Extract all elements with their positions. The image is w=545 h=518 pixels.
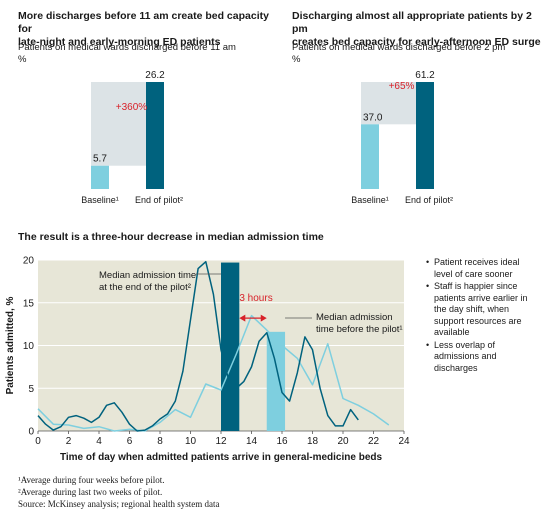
annotation-label: at the end of the pilot² xyxy=(99,282,191,293)
value-label: 26.2 xyxy=(145,70,165,81)
category-label: End of pilot² xyxy=(135,195,183,205)
category-label: Baseline¹ xyxy=(351,195,389,205)
change-label: +65% xyxy=(389,81,415,92)
top-bar-charts: 5.7 26.2 +360% Baseline¹ End of pilot² 37.0 6… xyxy=(81,70,453,205)
left-panel-title-line1: More discharges before 11 am create bed … xyxy=(18,10,269,35)
median-bar-end-of-pilot xyxy=(221,262,240,431)
y-tick-label: 5 xyxy=(28,384,34,395)
y-tick-label: 10 xyxy=(23,341,35,352)
footnote: ²Average during last two weeks of pilot. xyxy=(18,487,163,497)
right-panel-subtitle: Patients on medical wards discharged bef… xyxy=(292,42,506,53)
series-line-end-of-pilot xyxy=(37,260,359,432)
left-panel-unit: % xyxy=(18,54,27,65)
y-tick-label: 0 xyxy=(28,427,34,438)
left-bar-chart: 5.7 26.2 +360% Baseline¹ End of pilot² xyxy=(81,70,183,205)
x-axis-title: Time of day when admitted patients arriv… xyxy=(60,452,383,463)
value-label: 5.7 xyxy=(93,154,107,165)
annotation-label: Median admission xyxy=(316,312,393,323)
bullet-item: Staff is happier since patients arrive e… xyxy=(426,281,538,339)
category-label: Baseline¹ xyxy=(81,195,119,205)
x-tick-label: 8 xyxy=(157,436,163,447)
series-line-before-pilot xyxy=(37,314,390,432)
y-tick-label: 20 xyxy=(23,256,35,267)
x-tick-label: 14 xyxy=(246,436,258,447)
median-bar-before-pilot xyxy=(266,331,286,431)
main-chart-title: The result is a three-hour decrease in m… xyxy=(18,231,324,243)
bullet-list: Patient receives ideal level of care soo… xyxy=(426,257,538,375)
x-tick-label: 22 xyxy=(368,436,380,447)
bar-end-of-pilot xyxy=(416,82,434,189)
right-panel-unit: % xyxy=(292,54,301,65)
bullet-item: Patient receives ideal level of care soo… xyxy=(426,257,538,280)
category-label: End of pilot² xyxy=(405,195,453,205)
left-panel-subtitle: Patients on medical wards discharged bef… xyxy=(18,42,236,53)
y-axis-title: Patients admitted, % xyxy=(5,297,16,395)
bar-end-of-pilot xyxy=(146,82,164,189)
annotation-label: time before the pilot¹ xyxy=(316,324,403,335)
arrow-head-right xyxy=(260,314,267,322)
x-tick-label: 20 xyxy=(337,436,349,447)
x-tick-label: 10 xyxy=(185,436,197,447)
value-label: 61.2 xyxy=(415,70,435,81)
left-panel-title: More discharges before 11 am create bed … xyxy=(18,10,278,49)
change-label: +360% xyxy=(116,102,148,113)
x-tick-label: 2 xyxy=(66,436,72,447)
bullet-item: Less overlap of admissions and discharge… xyxy=(426,340,538,375)
right-panel-title-line1: Discharging almost all appropriate patie… xyxy=(292,10,532,35)
x-tick-label: 16 xyxy=(276,436,288,447)
x-tick-label: 6 xyxy=(127,436,133,447)
arrow-head-left xyxy=(239,314,246,322)
footnotes: ¹Average during four weeks before pilot.… xyxy=(18,474,219,510)
left-panel-title-line2: late-night and early-morning ED patients xyxy=(18,36,221,48)
right-bar-chart: 37.0 61.2+65% Baseline¹ End of pilot² xyxy=(351,70,453,205)
bar-baseline xyxy=(361,124,379,189)
x-tick-label: 18 xyxy=(307,436,319,447)
x-tick-label: 0 xyxy=(35,436,41,447)
x-tick-label: 12 xyxy=(215,436,227,447)
right-panel-title-line2: creates bed capacity for early-afternoon… xyxy=(292,36,541,48)
annotation-label: Median admission time xyxy=(99,270,196,281)
footnote: ¹Average during four weeks before pilot. xyxy=(18,475,165,485)
x-tick-label: 4 xyxy=(96,436,102,447)
right-panel-title: Discharging almost all appropriate patie… xyxy=(292,10,542,49)
three-hours-label: 3 hours xyxy=(239,293,272,304)
x-tick-label: 24 xyxy=(398,436,410,447)
value-label: 37.0 xyxy=(363,112,383,123)
bar-baseline xyxy=(91,165,109,189)
y-tick-label: 15 xyxy=(23,298,35,309)
source-note: Source: McKinsey analysis; regional heal… xyxy=(18,499,220,509)
